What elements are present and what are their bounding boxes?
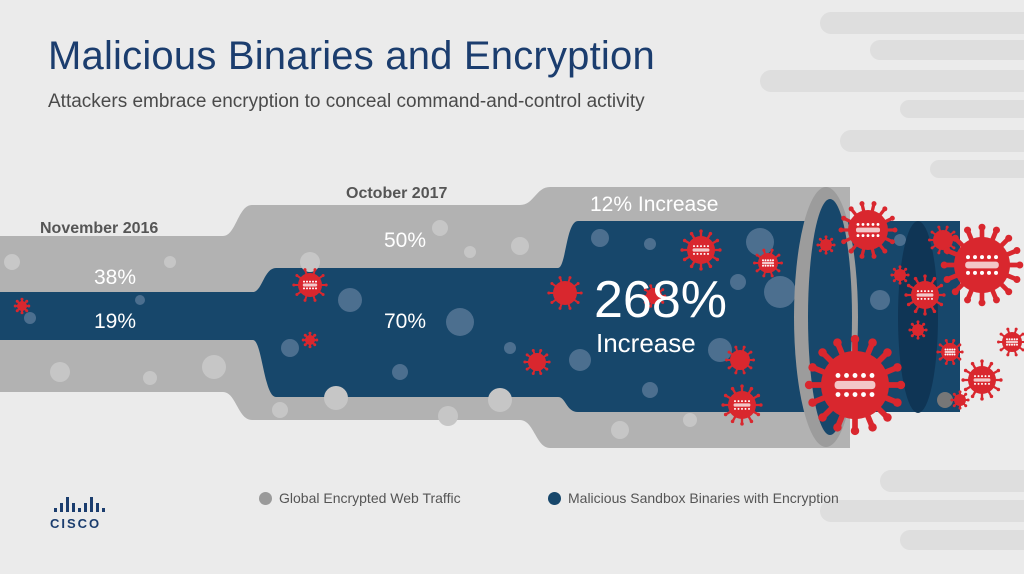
bubble [937,392,953,408]
page-title: Malicious Binaries and Encryption [48,34,655,78]
bubble [644,238,656,250]
bubble [683,413,697,427]
legend-item-traffic: Global Encrypted Web Traffic [259,490,461,506]
cloud-shape [820,12,1024,34]
page-subtitle: Attackers embrace encryption to conceal … [48,91,645,112]
period-label-november-2016: November 2016 [40,220,159,237]
legend-item-binaries: Malicious Sandbox Binaries with Encrypti… [548,490,839,506]
legend-swatch-binaries [548,491,561,505]
virus-icon [13,297,31,315]
virus-icon [753,248,783,278]
bubble [164,256,176,268]
cloud-shape [880,470,1024,492]
virus-icon [721,384,763,426]
bubble [143,371,157,385]
bubble [324,386,348,410]
virus-icon [890,265,910,285]
value-label-binaries-nov-2016: 19% [94,310,137,333]
period-label-october-2017: October 2017 [346,185,448,202]
bubble [870,290,890,310]
cisco-wordmark: CISCO [50,516,102,531]
virus-icon [725,345,755,375]
bubble [392,364,408,380]
virus-icon [680,229,722,271]
cloud-shape [900,530,1024,550]
bubble [464,246,476,258]
cisco-logo: CISCO [50,496,114,538]
virus-icon [997,327,1024,357]
bubble [504,342,516,354]
cloud-shape [820,500,1024,522]
binaries-increase-value: 268% [594,271,727,329]
bubble [135,295,145,305]
virus-icon [301,331,319,349]
bubble [338,288,362,312]
bubble [446,308,474,336]
bubble [24,312,36,324]
legend-label-traffic: Global Encrypted Web Traffic [279,490,461,506]
viruses [13,201,1024,436]
virus-icon [523,348,551,376]
bubble [202,355,226,379]
value-label-binaries-oct-2017: 70% [384,310,427,333]
bubble [708,338,732,362]
virus-icon [904,274,946,316]
virus-icon [936,338,964,366]
binaries-increase-word: Increase [596,328,696,358]
bubble [764,276,796,308]
bubble [272,402,288,418]
bubble [432,220,448,236]
legend-swatch-traffic [259,491,272,505]
bubble [438,406,458,426]
cisco-bars-icon [54,496,114,512]
bubble [488,388,512,412]
bubble [642,382,658,398]
virus-icon [816,235,836,255]
virus-icon [961,359,1003,401]
bubble [894,234,906,246]
value-label-traffic-oct-2017: 50% [384,229,427,252]
bubble [4,254,20,270]
bubble [591,229,609,247]
pipe-mouth-shadow [898,221,938,413]
virus-icon [547,276,583,310]
bubble [611,421,629,439]
bubble [300,252,320,272]
bubble [569,349,591,371]
value-label-traffic-nov-2016: 38% [94,266,137,289]
bubble [746,228,774,256]
bubble [281,339,299,357]
virus-icon [838,201,898,259]
virus-icon [804,334,906,436]
virus-icon [908,320,928,340]
cloud-shape [840,130,1024,152]
background-clouds [760,12,1024,550]
virus-icon [641,284,667,308]
cloud-shape [870,40,1024,60]
virus-icon [950,390,970,410]
bubble [511,237,529,255]
blue-pipe-series-binaries [0,221,960,412]
legend-label-binaries: Malicious Sandbox Binaries with Encrypti… [568,490,839,506]
cloud-shape [760,70,1024,92]
virus-icon [940,223,1024,307]
traffic-increase-label: 12% Increase [590,193,719,216]
bubble [50,362,70,382]
cloud-shape [900,100,1024,118]
virus-icon [292,268,328,302]
cloud-shape [930,160,1024,178]
bubble [730,274,746,290]
